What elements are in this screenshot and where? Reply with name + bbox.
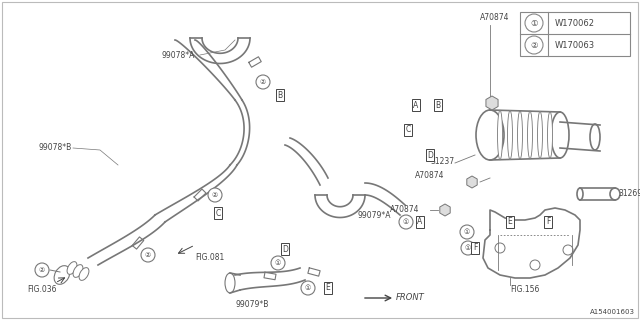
Text: ②: ② [145, 252, 151, 258]
Text: C: C [216, 209, 221, 218]
Ellipse shape [547, 112, 552, 158]
Circle shape [271, 256, 285, 270]
Circle shape [141, 248, 155, 262]
Circle shape [399, 215, 413, 229]
Text: F: F [473, 244, 477, 252]
Text: A154001603: A154001603 [590, 309, 635, 315]
Text: ①: ① [531, 19, 538, 28]
Ellipse shape [476, 110, 504, 160]
Circle shape [495, 243, 505, 253]
Ellipse shape [610, 188, 620, 200]
Ellipse shape [518, 111, 522, 159]
Circle shape [256, 75, 270, 89]
Text: ②: ② [260, 79, 266, 85]
Ellipse shape [551, 112, 569, 158]
Text: ②: ② [212, 192, 218, 198]
Text: 99079*B: 99079*B [235, 300, 268, 309]
Text: C: C [405, 125, 411, 134]
Circle shape [208, 188, 222, 202]
Ellipse shape [73, 265, 83, 277]
Ellipse shape [538, 111, 543, 159]
Ellipse shape [497, 110, 502, 160]
Text: ②: ② [531, 41, 538, 50]
Circle shape [461, 241, 475, 255]
Circle shape [530, 260, 540, 270]
Text: F: F [546, 218, 550, 227]
Text: B: B [435, 100, 440, 109]
Text: ①: ① [305, 285, 311, 291]
Text: A70874: A70874 [480, 13, 509, 22]
Text: 99078*A: 99078*A [162, 51, 195, 60]
Circle shape [525, 36, 543, 54]
FancyBboxPatch shape [520, 12, 630, 56]
Text: A: A [417, 218, 422, 227]
Text: E: E [508, 218, 513, 227]
Ellipse shape [590, 124, 600, 150]
Text: ①: ① [403, 219, 409, 225]
Text: E: E [326, 284, 330, 292]
Text: A: A [413, 100, 419, 109]
Text: 31269: 31269 [618, 189, 640, 198]
Ellipse shape [577, 188, 583, 200]
Text: 31237: 31237 [430, 157, 454, 166]
Text: D: D [427, 150, 433, 159]
Text: ②: ② [39, 267, 45, 273]
Text: D: D [282, 244, 288, 253]
Text: 99079*A: 99079*A [358, 211, 392, 220]
Text: FIG.036: FIG.036 [28, 285, 57, 294]
Text: W170063: W170063 [555, 41, 595, 50]
Circle shape [35, 263, 49, 277]
Ellipse shape [225, 273, 235, 293]
Circle shape [563, 245, 573, 255]
Text: W170062: W170062 [555, 19, 595, 28]
Ellipse shape [79, 268, 89, 280]
Text: B: B [277, 91, 283, 100]
Text: ①: ① [464, 229, 470, 235]
Text: A70874: A70874 [390, 205, 419, 214]
Ellipse shape [527, 111, 532, 159]
Text: ①: ① [275, 260, 281, 266]
Circle shape [460, 225, 474, 239]
Ellipse shape [54, 266, 70, 284]
Text: FRONT: FRONT [396, 292, 425, 301]
Circle shape [525, 14, 543, 32]
Text: FIG.081: FIG.081 [195, 253, 224, 262]
Text: FIG.156: FIG.156 [510, 285, 540, 294]
Ellipse shape [508, 111, 513, 159]
Circle shape [301, 281, 315, 295]
Text: 99078*B: 99078*B [39, 143, 72, 153]
Text: ①: ① [465, 245, 471, 251]
Text: A70874: A70874 [415, 171, 445, 180]
Ellipse shape [67, 262, 77, 274]
